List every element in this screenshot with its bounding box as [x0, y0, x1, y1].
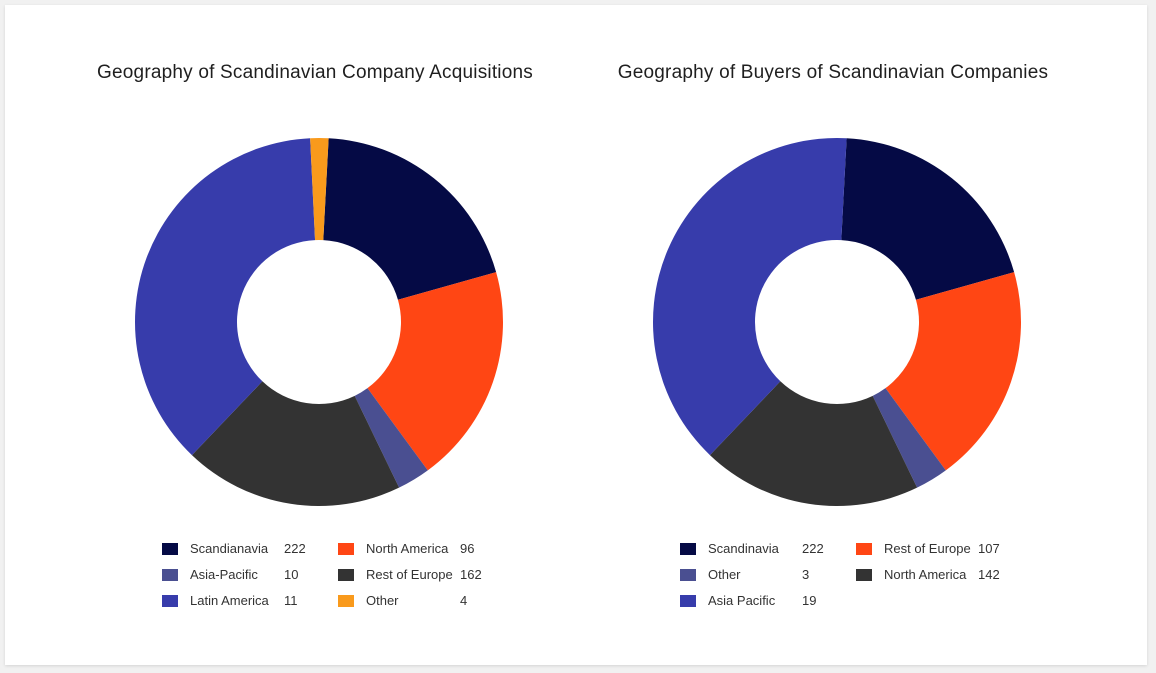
legend-label: Other [708, 567, 741, 582]
legend-value: 4 [460, 593, 468, 608]
legend-item: Latin America 11 [162, 593, 332, 611]
legend-value: 96 [460, 541, 475, 556]
legend-item: Rest of Europe 162 [338, 567, 508, 585]
chart-title: Geography of Buyers of Scandinavian Comp… [617, 62, 1049, 83]
donut-chart-buyers [653, 138, 1021, 506]
legend-swatch [338, 543, 354, 555]
legend-swatch [162, 543, 178, 555]
slice-rest-of-europe [191, 381, 400, 506]
legend-value: 222 [284, 541, 306, 556]
legend-item: North America 96 [338, 541, 508, 559]
legend-label: Rest of Europe [884, 541, 971, 556]
donut-chart-acquisitions [135, 138, 503, 506]
slice-north-america [367, 272, 503, 471]
slice-north-america [709, 381, 918, 506]
slice-other [872, 388, 946, 488]
slice-scandianavia [323, 138, 497, 300]
legend-label: Other [366, 593, 399, 608]
legend-label: Latin America [190, 593, 269, 608]
legend-value: 142 [978, 567, 1000, 582]
legend-item: Scandinavia 222 [680, 541, 850, 559]
legend-item: Scandianavia 222 [162, 541, 332, 559]
legend-swatch [680, 543, 696, 555]
legend-label: Scandianavia [190, 541, 269, 556]
slice-rest-of-europe [885, 272, 1021, 471]
chart-panel-acquisitions: Geography of Scandinavian Company Acquis… [55, 5, 575, 665]
legend-swatch [162, 595, 178, 607]
legend-label: North America [884, 567, 967, 582]
legend-value: 11 [284, 593, 298, 608]
chart-card: Geography of Scandinavian Company Acquis… [5, 5, 1147, 665]
legend-label: Asia-Pacific [190, 567, 258, 582]
slice-latin-america [135, 138, 316, 456]
slice-other [310, 138, 329, 241]
legend-value: 107 [978, 541, 1000, 556]
legend-value: 162 [460, 567, 482, 582]
legend-label: North America [366, 541, 449, 556]
legend-item: Asia Pacific 19 [680, 593, 850, 611]
legend-item: North America 142 [856, 567, 1026, 585]
legend-item: Other 3 [680, 567, 850, 585]
legend-swatch [856, 569, 872, 581]
legend-swatch [856, 543, 872, 555]
legend-swatch [162, 569, 178, 581]
legend-value: 222 [802, 541, 824, 556]
chart-title: Geography of Scandinavian Company Acquis… [97, 62, 533, 83]
legend-swatch [680, 569, 696, 581]
legend-value: 10 [284, 567, 299, 582]
legend-swatch [680, 595, 696, 607]
legend-swatch [338, 569, 354, 581]
legend-label: Asia Pacific [708, 593, 776, 608]
legend-item: Rest of Europe 107 [856, 541, 1026, 559]
legend-item: Asia-Pacific 10 [162, 567, 332, 585]
slice-asia-pacific [354, 388, 428, 488]
slice-asia-pacific [653, 138, 847, 456]
legend-label: Rest of Europe [366, 567, 453, 582]
legend-label: Scandinavia [708, 541, 779, 556]
legend-item: Other 4 [338, 593, 508, 611]
legend-value: 19 [802, 593, 817, 608]
legend-swatch [338, 595, 354, 607]
chart-panel-buyers: Geography of Buyers of Scandinavian Comp… [573, 5, 1093, 665]
legend-value: 3 [802, 567, 810, 582]
slice-scandinavia [841, 138, 1015, 300]
